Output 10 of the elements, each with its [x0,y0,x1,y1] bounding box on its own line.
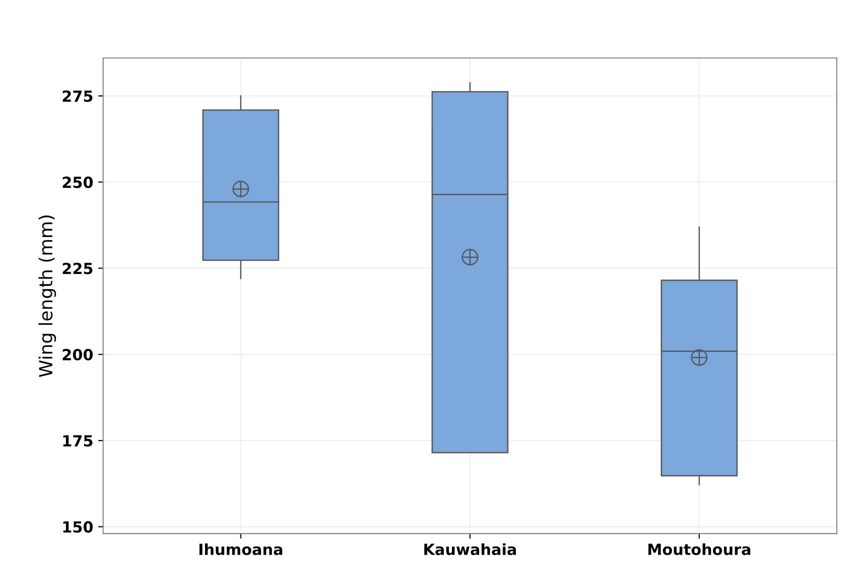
y-axis-title: Wing length (mm) [38,216,56,378]
x-tick-label: Ihumoana [199,543,282,556]
y-tick-label: 275 [62,90,92,102]
y-tick-label: 150 [63,521,93,533]
x-tick-label: Kauwahaia [424,543,516,556]
x-tick-label: Moutohoura [648,543,750,556]
y-tick-label: 175 [63,435,92,447]
y-tick-label: 250 [62,176,93,188]
y-tick-label: 200 [62,348,93,360]
y-tick-label: 225 [62,262,92,274]
